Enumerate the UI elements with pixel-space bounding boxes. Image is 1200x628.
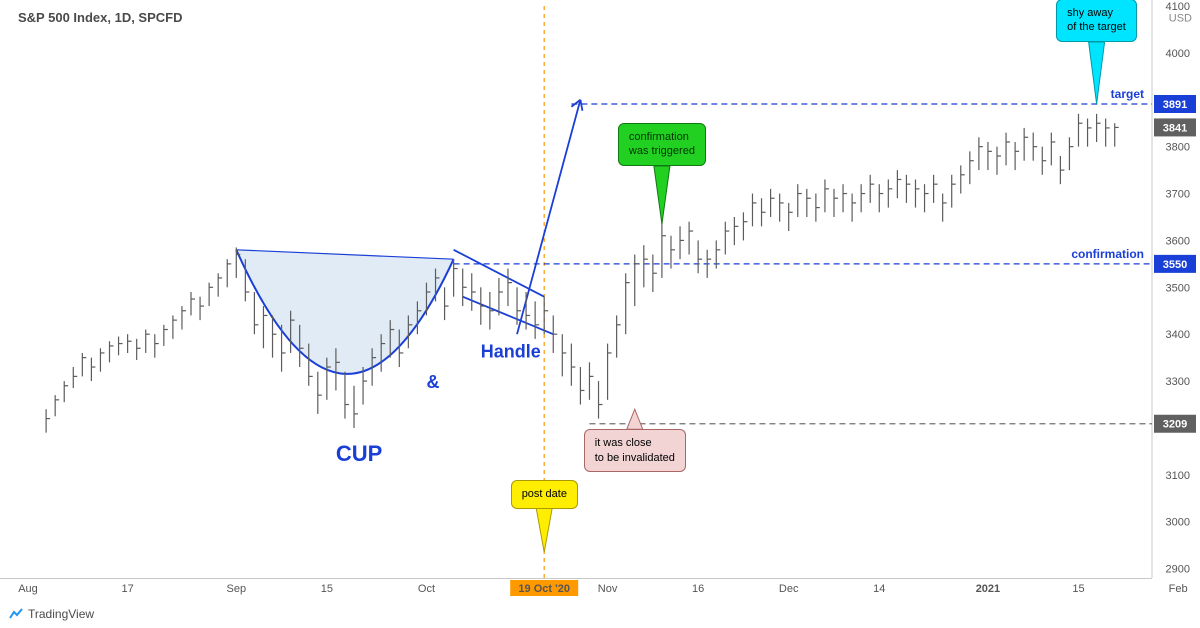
svg-text:2021: 2021 <box>976 583 1000 595</box>
svg-text:3600: 3600 <box>1166 235 1190 247</box>
svg-text:17: 17 <box>121 583 133 595</box>
svg-text:3891: 3891 <box>1163 99 1187 111</box>
svg-text:3209: 3209 <box>1163 419 1187 431</box>
svg-text:Aug: Aug <box>18 583 38 595</box>
brand-badge: TradingView <box>8 606 94 622</box>
svg-text:3300: 3300 <box>1166 376 1190 388</box>
callout: post date <box>511 480 578 508</box>
chart-container: 2900300031003200330034003500360037003800… <box>0 0 1200 628</box>
svg-text:Oct: Oct <box>418 583 435 595</box>
svg-text:15: 15 <box>321 583 333 595</box>
svg-text:Handle: Handle <box>481 342 541 362</box>
svg-text:3100: 3100 <box>1166 470 1190 482</box>
svg-text:Sep: Sep <box>226 583 246 595</box>
svg-text:Feb: Feb <box>1169 583 1188 595</box>
svg-text:16: 16 <box>692 583 704 595</box>
svg-text:3800: 3800 <box>1166 142 1190 154</box>
svg-text:confirmation: confirmation <box>1071 247 1144 261</box>
svg-text:3550: 3550 <box>1163 259 1187 271</box>
svg-text:2900: 2900 <box>1166 564 1190 576</box>
svg-text:&: & <box>426 372 439 392</box>
svg-text:Nov: Nov <box>598 583 618 595</box>
svg-text:3400: 3400 <box>1166 329 1190 341</box>
svg-text:4000: 4000 <box>1166 48 1190 60</box>
svg-text:3841: 3841 <box>1163 122 1187 134</box>
callout: confirmationwas triggered <box>618 123 706 166</box>
svg-text:14: 14 <box>873 583 885 595</box>
svg-text:3500: 3500 <box>1166 282 1190 294</box>
svg-text:19 Oct '20: 19 Oct '20 <box>518 583 570 595</box>
svg-text:CUP: CUP <box>336 441 382 466</box>
callout: shy awayof the target <box>1056 0 1137 42</box>
svg-text:3700: 3700 <box>1166 189 1190 201</box>
svg-text:15: 15 <box>1072 583 1084 595</box>
svg-text:Dec: Dec <box>779 583 799 595</box>
svg-text:3000: 3000 <box>1166 517 1190 529</box>
svg-text:4100: 4100 <box>1166 1 1190 13</box>
tradingview-icon <box>8 606 24 622</box>
callout: it was closeto be invalidated <box>584 429 686 472</box>
brand-text: TradingView <box>28 607 94 621</box>
svg-text:target: target <box>1111 87 1144 101</box>
price-chart: 2900300031003200330034003500360037003800… <box>0 0 1200 628</box>
svg-text:USD: USD <box>1169 13 1192 25</box>
chart-title: S&P 500 Index, 1D, SPCFD <box>18 10 183 25</box>
